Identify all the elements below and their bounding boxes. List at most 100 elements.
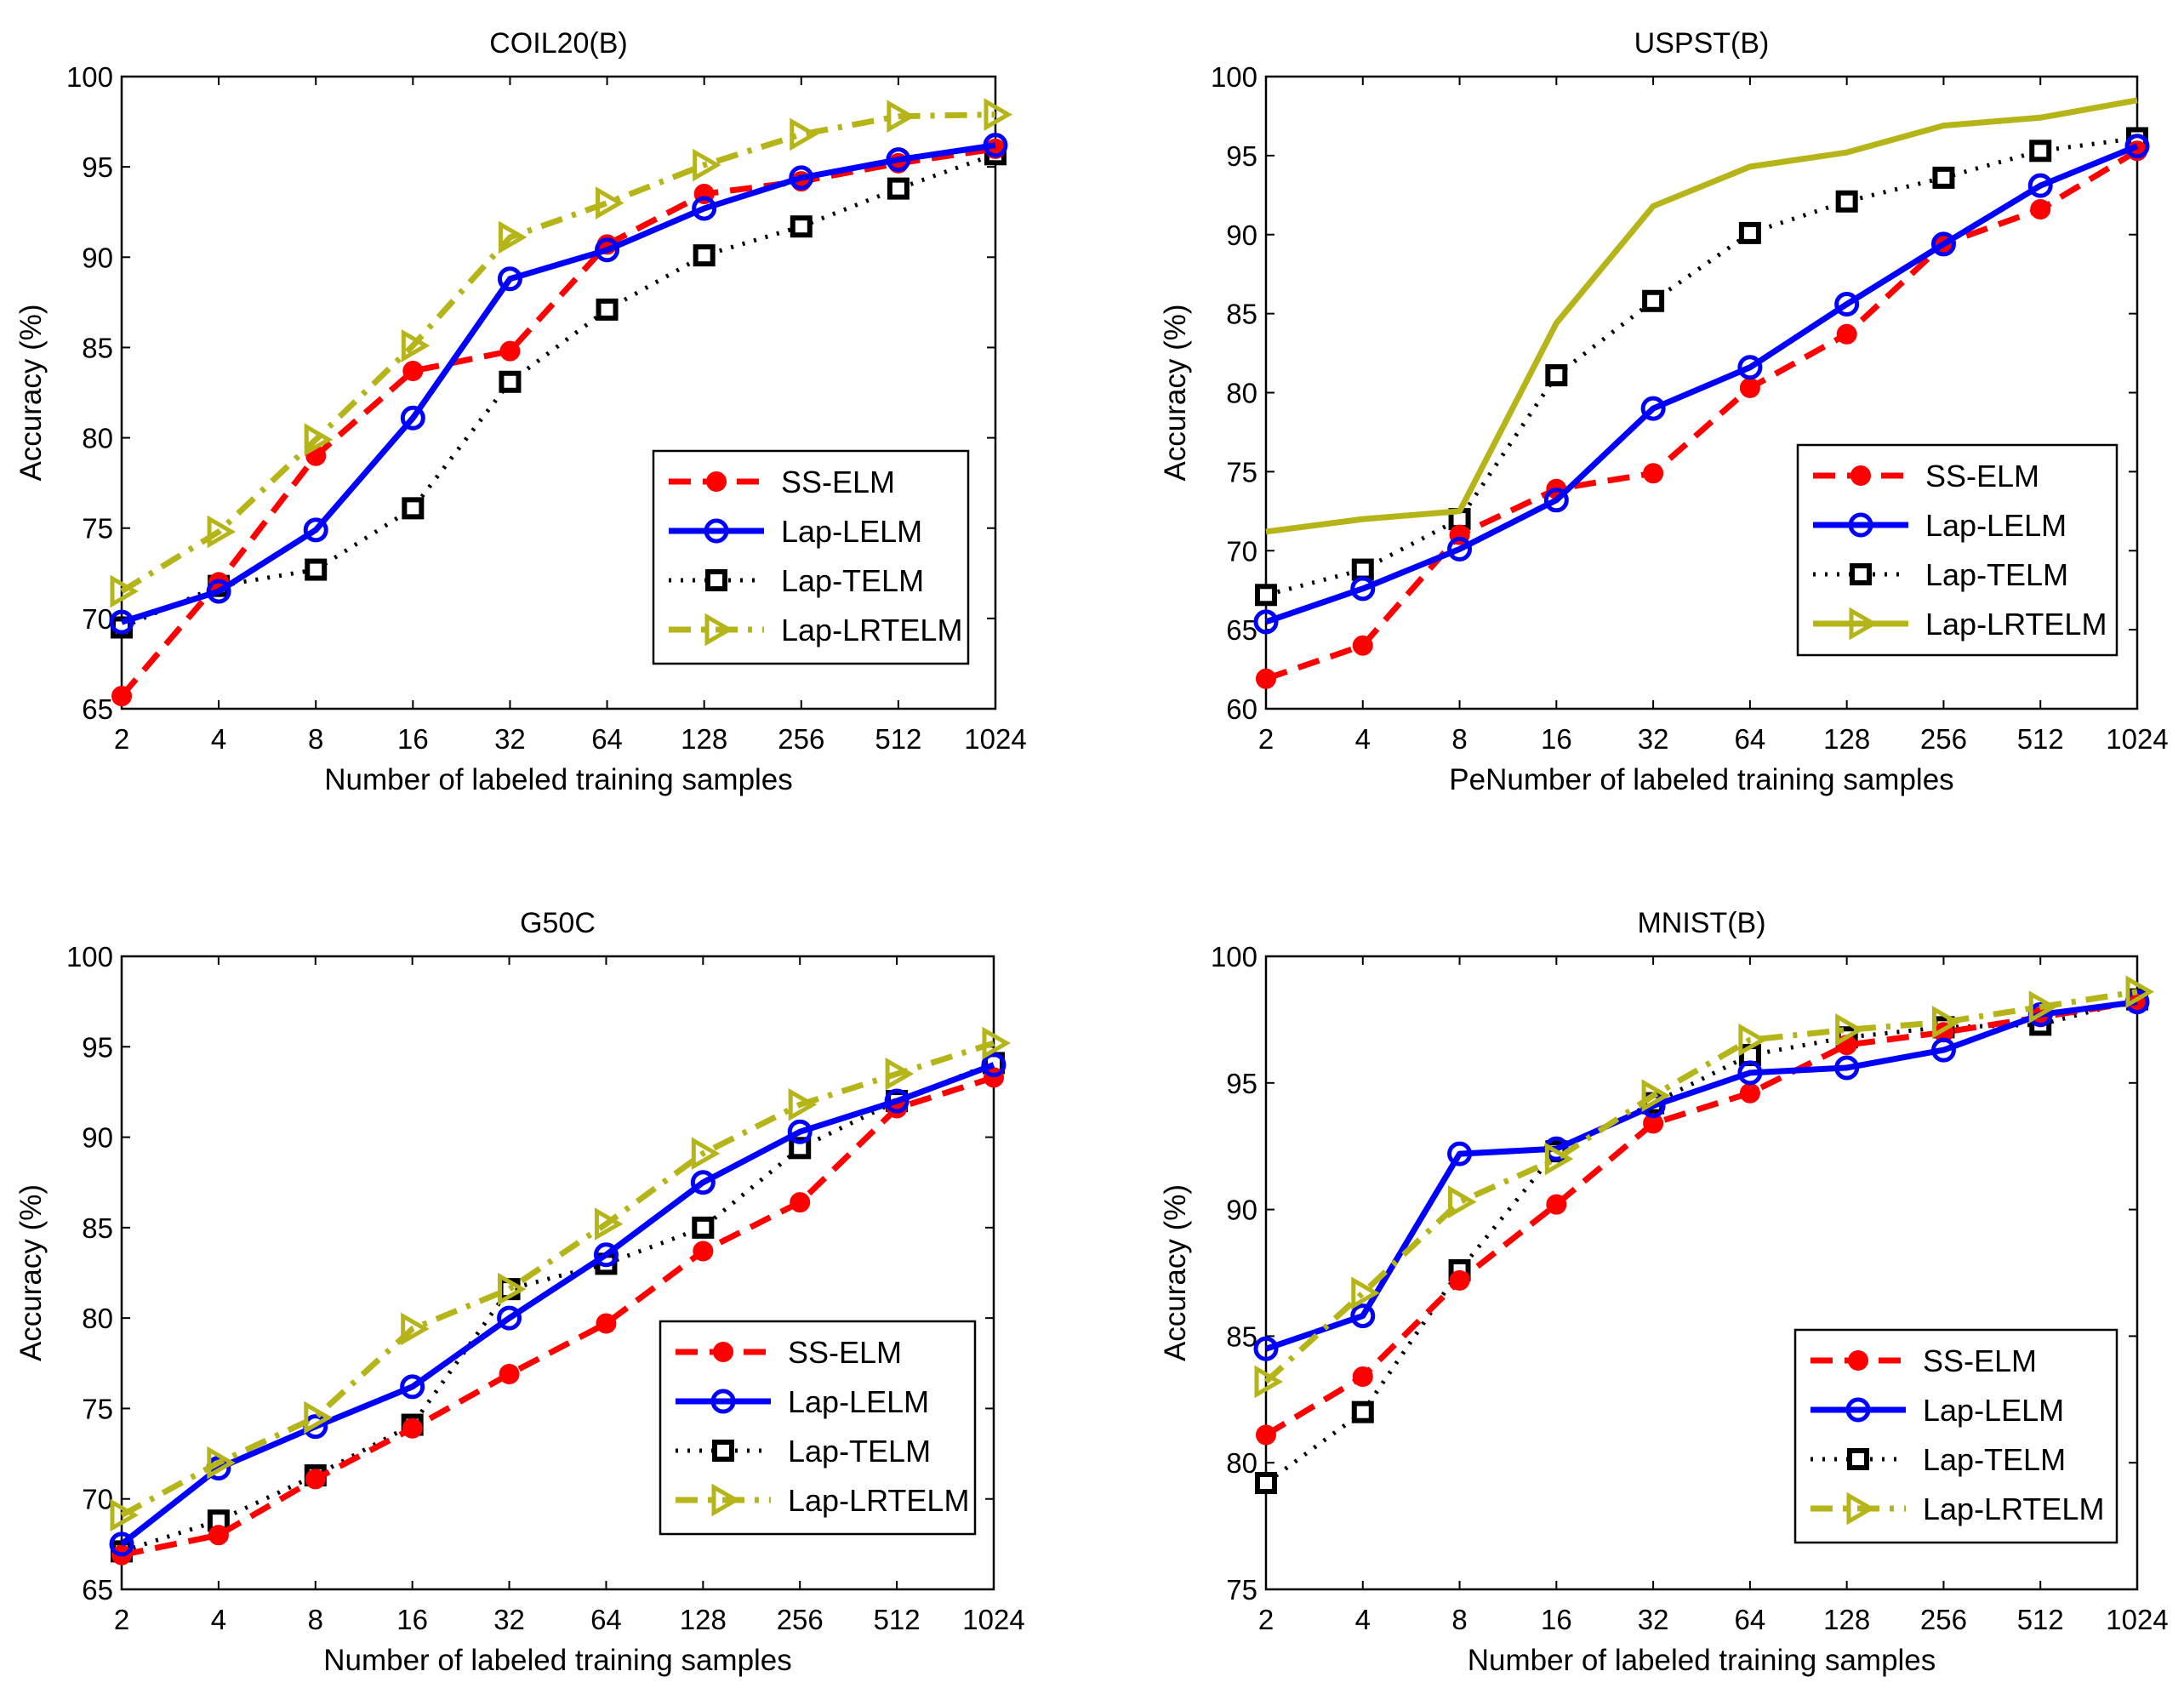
y-tick-label: 75	[1226, 456, 1257, 488]
data-point	[790, 117, 818, 151]
y-tick-label: 75	[82, 1393, 113, 1424]
legend-label: Lap-LRTELM	[1923, 1492, 2104, 1526]
y-axis-label: Accuracy (%)	[1159, 1184, 1192, 1361]
legend-label: Lap-LRTELM	[1925, 607, 2107, 642]
data-point	[400, 1374, 425, 1400]
legend-label: Lap-LELM	[1925, 508, 2067, 543]
series-line	[1264, 148, 2139, 682]
legend-marker	[1846, 1492, 1876, 1526]
legend-marker	[1850, 465, 1871, 486]
y-tick-label: 80	[82, 423, 113, 454]
data-point	[789, 1137, 812, 1160]
y-tick-label: 100	[66, 61, 113, 93]
chart-title: MNIST(B)	[1637, 907, 1765, 939]
y-tick-label: 70	[82, 1484, 113, 1515]
series-lap-lrtelm	[110, 1026, 1012, 1532]
series-line	[121, 1075, 995, 1559]
x-tick-label: 8	[1451, 1604, 1467, 1635]
chart-title: COIL20(B)	[489, 27, 628, 60]
data-point	[1544, 1142, 1574, 1176]
data-point	[1836, 323, 1857, 345]
x-tick-label: 512	[874, 1604, 921, 1635]
x-tick-label: 64	[590, 1604, 622, 1635]
data-point	[1739, 377, 1760, 398]
y-axis-label: Accuracy (%)	[14, 1184, 48, 1361]
data-point	[1930, 1037, 1956, 1063]
data-point	[1643, 463, 1664, 484]
legend-label: Lap-LELM	[788, 1384, 929, 1419]
data-point	[305, 1469, 326, 1490]
y-tick-label: 70	[82, 603, 113, 635]
series-line	[120, 111, 996, 594]
data-point	[887, 100, 915, 134]
legend-marker	[705, 569, 727, 591]
data-point	[2029, 140, 2052, 163]
legend-label: SS-ELM	[1925, 459, 2039, 493]
legend-marker	[1845, 1397, 1871, 1423]
data-point	[983, 133, 1008, 158]
y-tick-label: 80	[1226, 378, 1257, 409]
data-point	[1835, 1012, 1864, 1047]
data-point	[1834, 291, 1860, 317]
legend-marker	[1847, 1448, 1869, 1470]
y-tick-label: 70	[1226, 535, 1257, 567]
y-tick-label: 60	[1226, 693, 1257, 725]
x-axis-label: Number of labeled training samples	[324, 763, 793, 796]
data-point	[690, 1170, 716, 1195]
x-tick-label: 16	[1541, 723, 1572, 755]
data-point	[1739, 1082, 1760, 1104]
data-point	[402, 497, 425, 520]
data-point	[1256, 668, 1276, 689]
data-point	[884, 1088, 910, 1114]
data-point	[1737, 355, 1763, 380]
data-point	[2124, 134, 2150, 159]
series-lap-lrtelm	[1254, 975, 2155, 1399]
x-tick-label: 64	[1735, 723, 1766, 755]
y-tick-label: 90	[82, 1122, 113, 1154]
y-tick-label: 80	[1226, 1447, 1257, 1479]
data-point	[981, 1052, 1006, 1078]
legend-label: SS-ELM	[1923, 1343, 2037, 1378]
data-point	[2027, 173, 2053, 198]
y-tick-label: 85	[1226, 1320, 1257, 1352]
chart-title: USPST(B)	[1634, 27, 1770, 60]
series-lap-lelm	[1253, 134, 2150, 635]
y-tick-label: 95	[82, 1031, 113, 1063]
data-point	[1932, 166, 1955, 189]
y-tick-label: 65	[82, 1574, 113, 1606]
legend-label: Lap-LELM	[1923, 1393, 2064, 1428]
data-point	[498, 1272, 527, 1306]
legend-marker	[704, 613, 734, 647]
x-axis-label: PeNumber of labeled training samples	[1449, 763, 1953, 796]
data-point	[1546, 1194, 1567, 1215]
x-tick-label: 256	[1920, 723, 1967, 755]
x-tick-label: 1024	[2106, 723, 2168, 755]
x-tick-label: 32	[494, 723, 526, 755]
data-point	[790, 1192, 811, 1213]
y-tick-label: 90	[1226, 1195, 1257, 1226]
data-point	[789, 165, 814, 191]
legend-marker	[1848, 1350, 1868, 1371]
data-point	[499, 340, 521, 362]
legend-marker	[1848, 512, 1873, 538]
legend-marker	[710, 1389, 736, 1414]
legend: SS-ELM Lap-LELM Lap-TELM Lap-LRTELM	[1793, 1328, 2118, 1544]
chart-panel-1: 2 4 8 16 32 64 128 256 512 1024 65 70 75 80 85 90 95 100 C…	[14, 27, 1027, 796]
data-point	[1253, 1336, 1279, 1361]
data-point	[1447, 1141, 1473, 1166]
data-point	[1449, 1269, 1470, 1291]
series-line	[121, 1061, 995, 1554]
y-tick-label: 100	[1211, 61, 1257, 93]
legend-marker	[713, 1342, 733, 1362]
series-line	[1264, 999, 2138, 1438]
data-point	[691, 1137, 721, 1171]
series-line	[1264, 143, 2139, 625]
x-tick-label: 256	[1920, 1604, 1967, 1635]
data-point	[2028, 990, 2058, 1024]
data-point	[1737, 1060, 1763, 1086]
data-point	[499, 370, 522, 393]
data-point	[1350, 1303, 1376, 1329]
series-line	[120, 142, 996, 625]
legend: SS-ELM Lap-LELM Lap-TELM Lap-LRTELM	[1796, 443, 2118, 657]
y-tick-label: 75	[1226, 1574, 1257, 1606]
